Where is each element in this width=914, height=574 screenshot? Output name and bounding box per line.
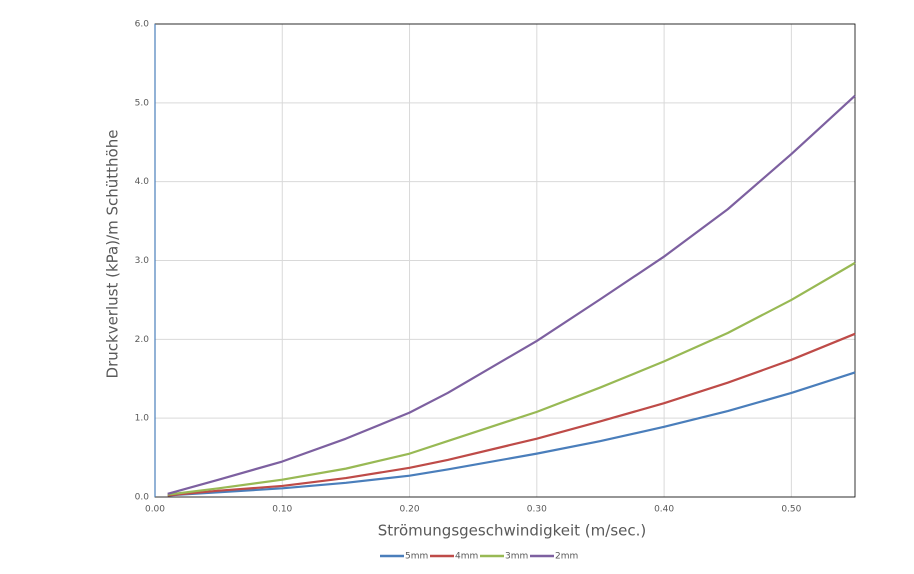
series-line [167,332,856,497]
x-tick-label: 0.40 [654,505,674,515]
x-tick-label: 0.30 [527,505,547,515]
y-tick-label: 6.0 [135,20,150,30]
x-tick-label: 0.00 [145,505,165,515]
y-tick-label: 5.0 [135,98,150,108]
legend-label: 2mm [555,552,578,562]
series-line [167,261,856,496]
x-tick-label: 0.20 [400,505,420,515]
x-tick-label: 0.50 [781,505,801,515]
y-tick-label: 1.0 [135,414,150,424]
y-tick-label: 4.0 [135,177,150,187]
series-line [167,94,856,495]
legend-label: 3mm [505,552,528,562]
legend-label: 4mm [455,552,478,562]
y-axis-label: Druckverlust (kPa)/m Schütthöhe [104,130,122,379]
x-axis-label: Strömungsgeschwindigkeit (m/sec.) [378,522,646,540]
legend-label: 5mm [405,552,428,562]
y-tick-label: 0.0 [135,493,150,503]
series-line [167,371,856,497]
y-tick-label: 2.0 [135,335,150,345]
y-tick-label: 3.0 [135,256,150,266]
x-tick-label: 0.10 [272,505,292,515]
